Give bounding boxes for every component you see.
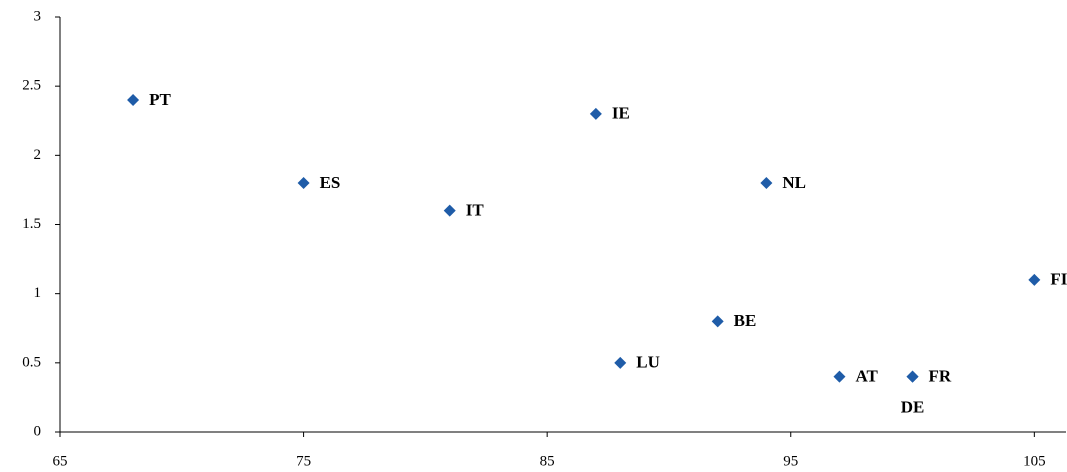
point bbox=[1028, 273, 1041, 286]
y-tick-label: 2 bbox=[34, 147, 42, 163]
point-label: ES bbox=[320, 173, 341, 192]
point-label: IT bbox=[466, 201, 485, 220]
y-tick-label: 1 bbox=[34, 285, 42, 301]
point bbox=[711, 315, 724, 328]
x-tick-label: 85 bbox=[540, 453, 555, 469]
point bbox=[127, 94, 140, 106]
y-tick-label: 0 bbox=[34, 423, 42, 439]
point bbox=[297, 177, 310, 189]
x-tick-label: 105 bbox=[1023, 453, 1046, 469]
x-tick-label: 75 bbox=[296, 453, 311, 469]
x-tick-label: 65 bbox=[53, 453, 68, 469]
point-label: NL bbox=[782, 173, 806, 192]
y-tick-label: 2.5 bbox=[22, 78, 41, 94]
point bbox=[833, 370, 846, 383]
y-tick-label: 1.5 bbox=[22, 216, 41, 232]
point bbox=[906, 370, 919, 383]
point-label: DE bbox=[901, 398, 925, 417]
point-label: LU bbox=[636, 353, 660, 372]
point bbox=[443, 204, 456, 217]
point-label: AT bbox=[855, 367, 878, 386]
y-tick-label: 3 bbox=[34, 8, 42, 24]
point bbox=[760, 177, 773, 189]
point-label: PT bbox=[149, 90, 171, 109]
point-label: FI bbox=[1050, 270, 1067, 289]
point-label: FR bbox=[929, 367, 952, 386]
x-tick-label: 95 bbox=[783, 453, 798, 469]
point bbox=[614, 356, 627, 369]
y-tick-label: 0.5 bbox=[22, 354, 41, 370]
point-label: IE bbox=[612, 104, 630, 123]
point bbox=[589, 107, 602, 120]
point-label: BE bbox=[734, 311, 757, 330]
